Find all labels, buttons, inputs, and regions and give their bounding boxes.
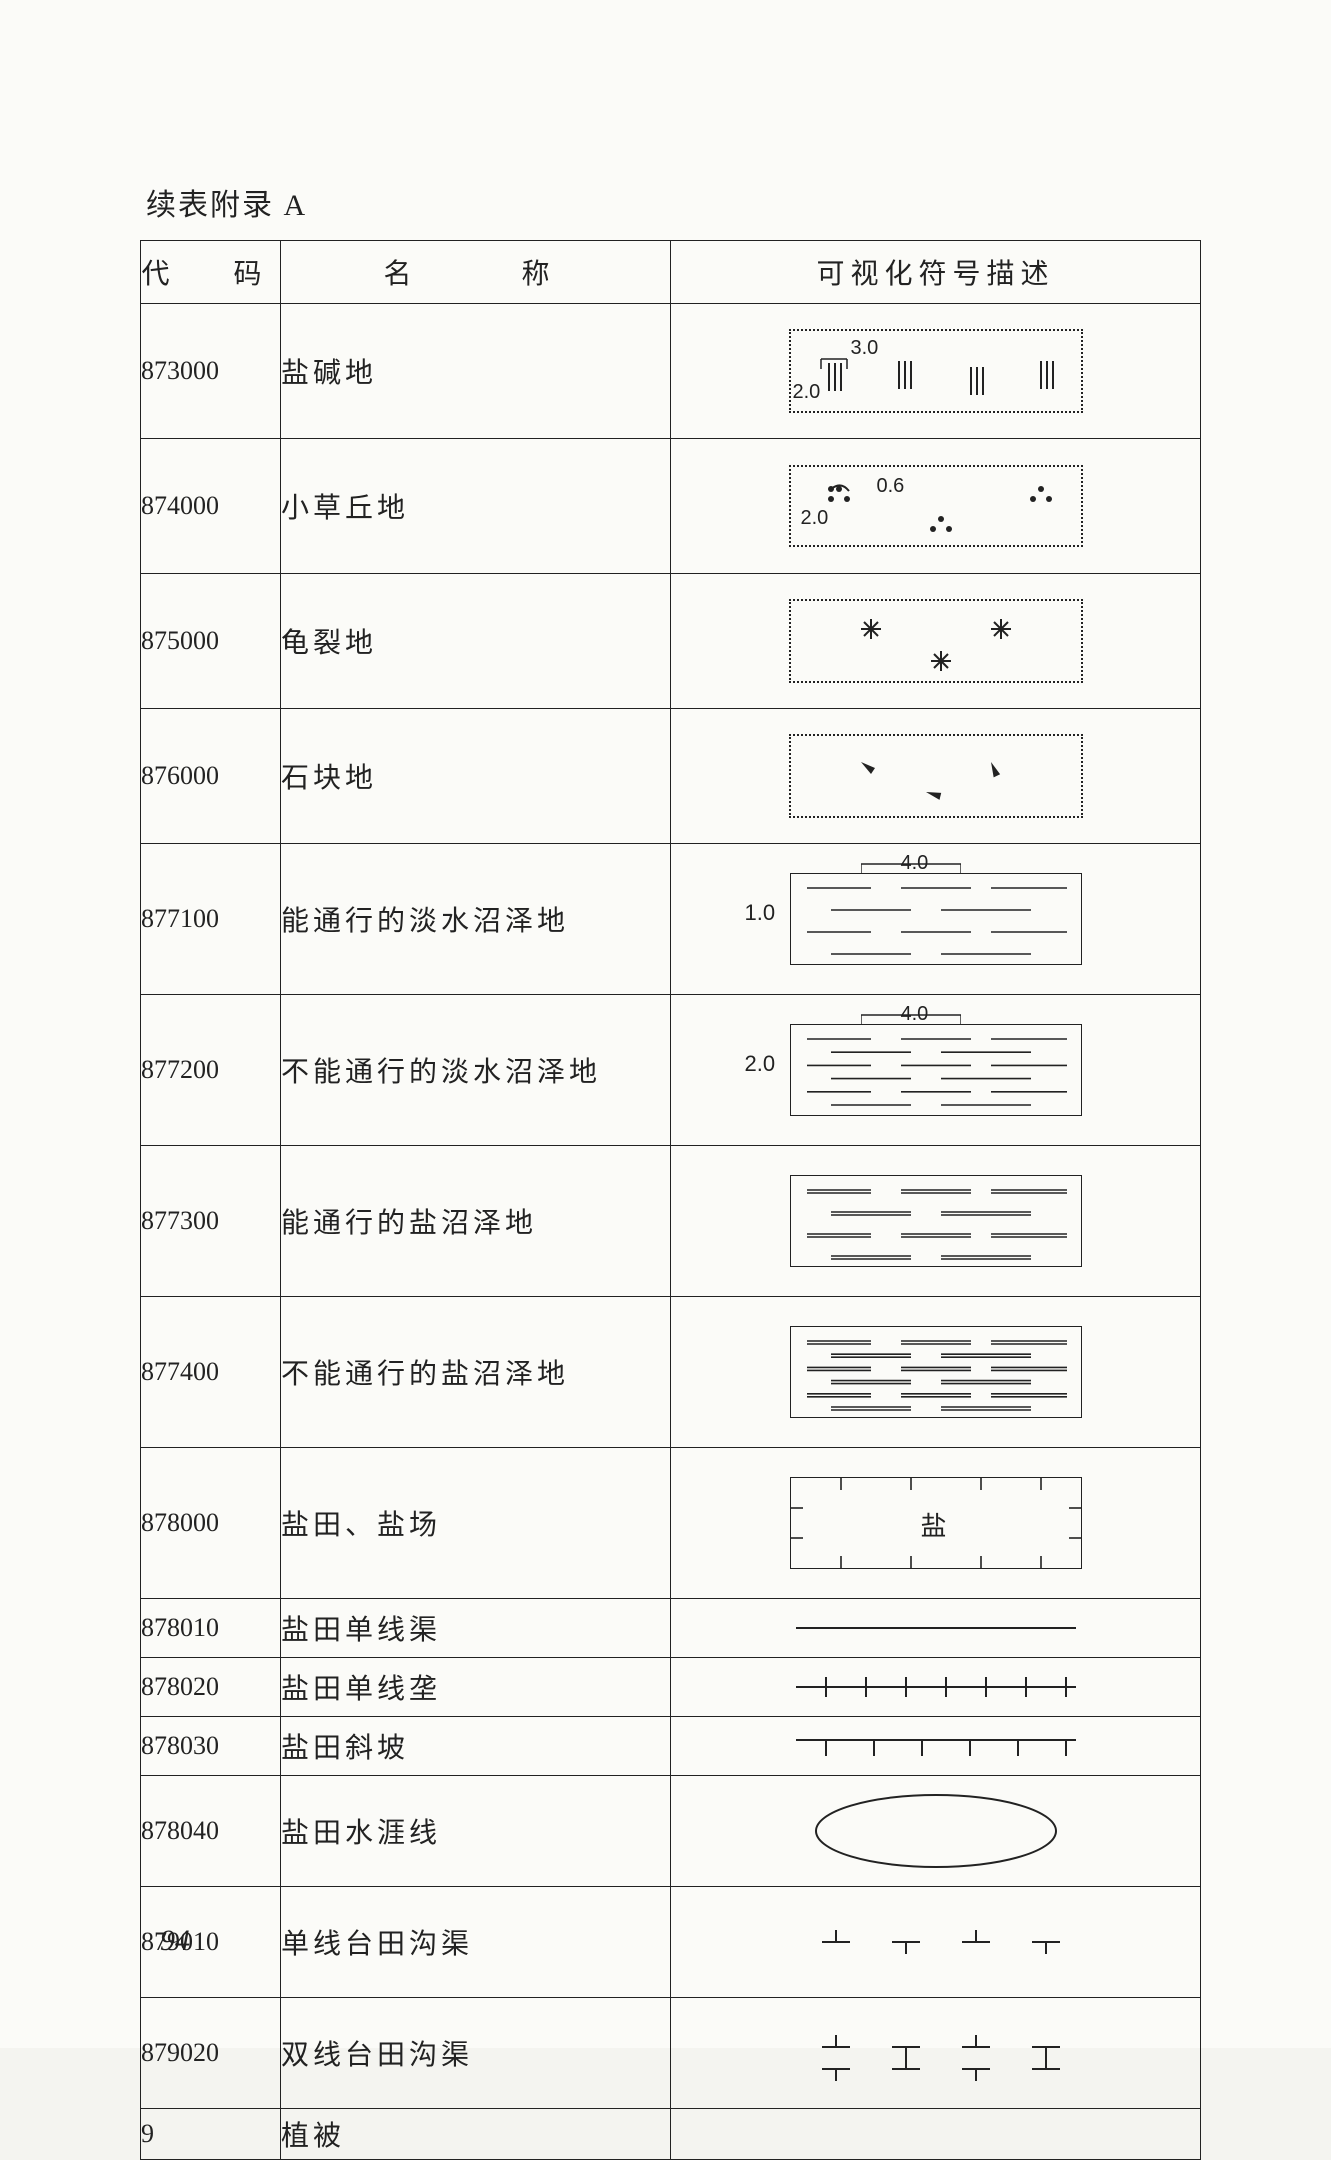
code-cell: 878000 xyxy=(141,1448,281,1599)
name-cell: 不能通行的盐沼泽地 xyxy=(281,1297,671,1448)
table-row: 878010盐田单线渠 xyxy=(141,1599,1201,1658)
table-row: 874000小草丘地 0.6 2.0 xyxy=(141,439,1201,574)
code-cell: 875000 xyxy=(141,574,281,709)
table-row: 878000盐田、盐场 盐 xyxy=(141,1448,1201,1599)
table-row: 877300能通行的盐沼泽地 xyxy=(141,1146,1201,1297)
table-row: 878030盐田斜坡 xyxy=(141,1717,1201,1776)
code-cell: 877300 xyxy=(141,1146,281,1297)
code-cell: 878010 xyxy=(141,1599,281,1658)
symbol-cell xyxy=(671,1599,1201,1658)
symbol-cell xyxy=(671,574,1201,709)
name-cell: 盐碱地 xyxy=(281,304,671,439)
symbol-cell: 2.04.0 xyxy=(671,995,1201,1146)
name-cell: 不能通行的淡水沼泽地 xyxy=(281,995,671,1146)
symbol-cell xyxy=(671,1998,1201,2109)
name-cell: 石块地 xyxy=(281,709,671,844)
name-cell: 盐田单线垄 xyxy=(281,1658,671,1717)
symbol-table: 代 码 名 称 可视化符号描述 873000盐碱地 3.0 2.0 874000… xyxy=(140,240,1201,2160)
symbol-cell xyxy=(671,1297,1201,1448)
symbol-cell xyxy=(671,1658,1201,1717)
table-row: 875000龟裂地 xyxy=(141,574,1201,709)
table-row: 879010单线台田沟渠 xyxy=(141,1887,1201,1998)
name-cell: 盐田斜坡 xyxy=(281,1717,671,1776)
symbol-cell: 盐 xyxy=(671,1448,1201,1599)
symbol-cell xyxy=(671,1717,1201,1776)
code-cell: 877400 xyxy=(141,1297,281,1448)
symbol-cell: 1.04.0 xyxy=(671,844,1201,995)
page: 续表附录 A 代 码 名 称 可视化符号描述 873000盐碱地 3.0 2.0… xyxy=(0,0,1331,2048)
table-row: 877100能通行的淡水沼泽地1.04.0 xyxy=(141,844,1201,995)
name-cell: 能通行的盐沼泽地 xyxy=(281,1146,671,1297)
symbol-cell xyxy=(671,2109,1201,2160)
table-row: 877400不能通行的盐沼泽地 xyxy=(141,1297,1201,1448)
name-cell: 能通行的淡水沼泽地 xyxy=(281,844,671,995)
symbol-cell: 3.0 2.0 xyxy=(671,304,1201,439)
table-row: 876000石块地 xyxy=(141,709,1201,844)
table-row: 878020盐田单线垄 xyxy=(141,1658,1201,1717)
appendix-title: 续表附录 A xyxy=(146,180,1211,224)
code-cell: 873000 xyxy=(141,304,281,439)
table-row: 873000盐碱地 3.0 2.0 xyxy=(141,304,1201,439)
code-cell: 879020 xyxy=(141,1998,281,2109)
table-header-row: 代 码 名 称 可视化符号描述 xyxy=(141,241,1201,304)
symbol-cell: 0.6 2.0 xyxy=(671,439,1201,574)
table-row: 9植被 xyxy=(141,2109,1201,2160)
name-cell: 双线台田沟渠 xyxy=(281,1998,671,2109)
symbol-cell xyxy=(671,1776,1201,1887)
code-cell: 876000 xyxy=(141,709,281,844)
code-cell: 874000 xyxy=(141,439,281,574)
col-name: 名 称 xyxy=(281,241,671,304)
name-cell: 单线台田沟渠 xyxy=(281,1887,671,1998)
col-desc: 可视化符号描述 xyxy=(671,241,1201,304)
page-number: 94 xyxy=(160,1924,190,1958)
code-cell: 877100 xyxy=(141,844,281,995)
symbol-cell xyxy=(671,1887,1201,1998)
col-code: 代 码 xyxy=(141,241,281,304)
name-cell: 盐田、盐场 xyxy=(281,1448,671,1599)
table-row: 877200不能通行的淡水沼泽地2.04.0 xyxy=(141,995,1201,1146)
symbol-cell xyxy=(671,1146,1201,1297)
code-cell: 877200 xyxy=(141,995,281,1146)
code-cell: 878020 xyxy=(141,1658,281,1717)
name-cell: 小草丘地 xyxy=(281,439,671,574)
code-cell: 9 xyxy=(141,2109,281,2160)
name-cell: 盐田水涯线 xyxy=(281,1776,671,1887)
table-row: 878040盐田水涯线 xyxy=(141,1776,1201,1887)
name-cell: 盐田单线渠 xyxy=(281,1599,671,1658)
table-row: 879020双线台田沟渠 xyxy=(141,1998,1201,2109)
code-cell: 878030 xyxy=(141,1717,281,1776)
name-cell: 植被 xyxy=(281,2109,671,2160)
name-cell: 龟裂地 xyxy=(281,574,671,709)
code-cell: 878040 xyxy=(141,1776,281,1887)
symbol-cell xyxy=(671,709,1201,844)
